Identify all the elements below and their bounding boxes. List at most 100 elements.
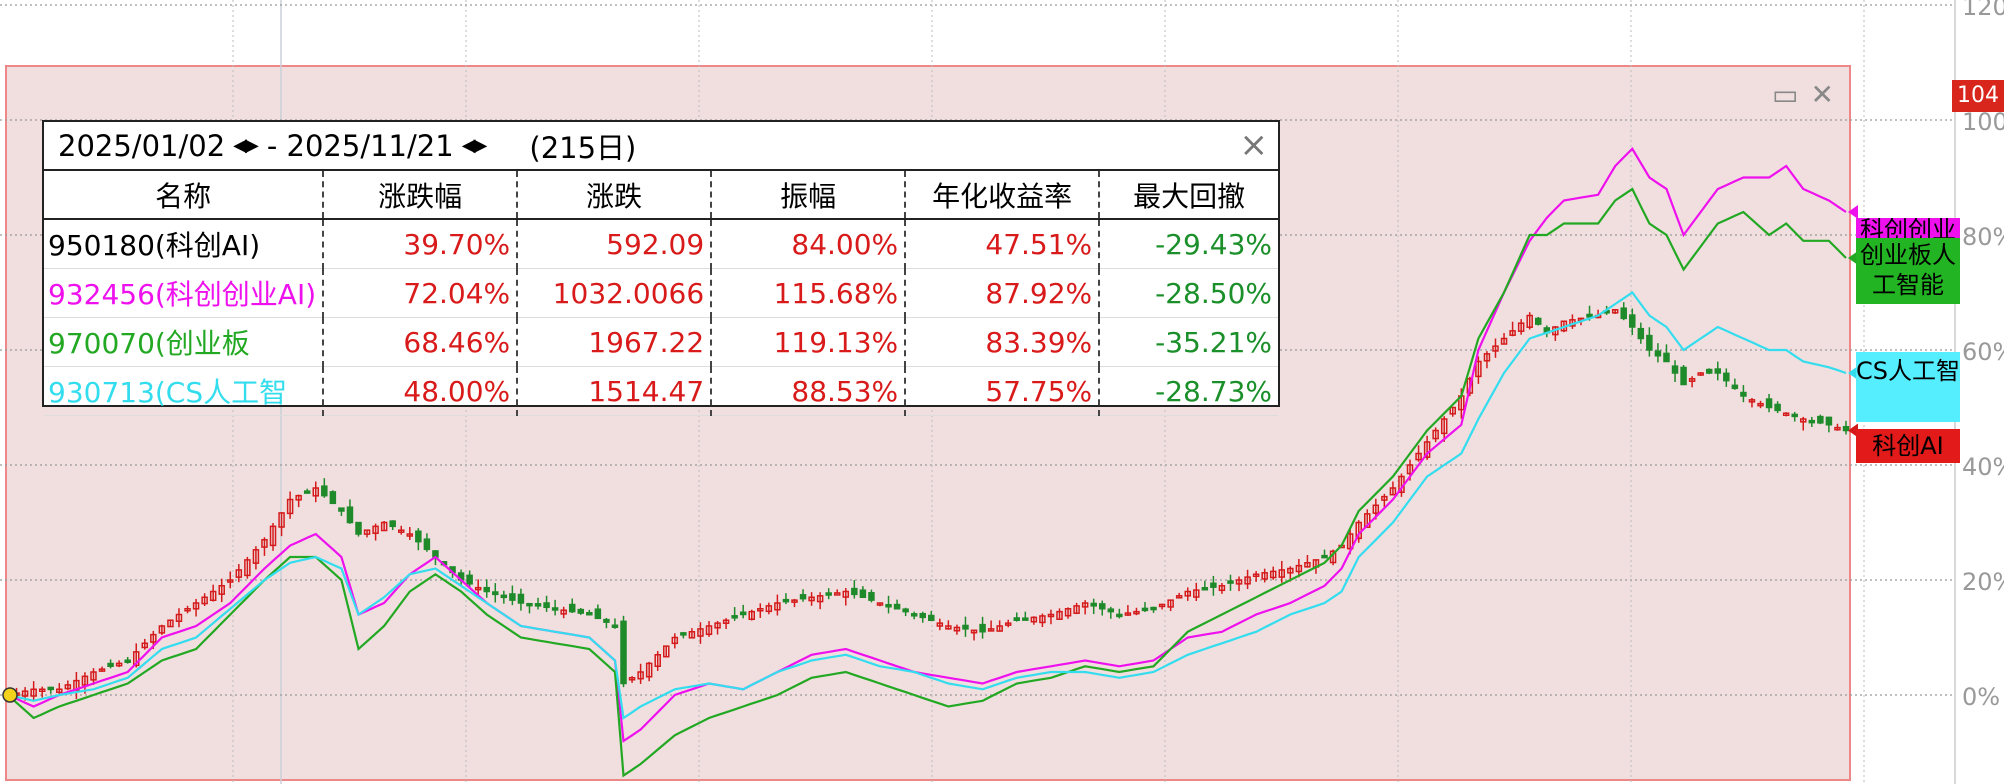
- row-chg: 1967.22: [517, 317, 713, 367]
- candle-body: [269, 525, 277, 547]
- row-mdd: -28.73%: [1099, 366, 1278, 416]
- row-mdd: -35.21%: [1099, 317, 1278, 367]
- candle-body: [714, 622, 721, 629]
- candle-body: [1030, 616, 1038, 623]
- series-line: [7, 290, 1847, 720]
- candle-body: [21, 690, 29, 697]
- candle-body: [363, 529, 371, 535]
- candle-body: [902, 608, 909, 613]
- end-date-arrows[interactable]: ◀▶: [461, 135, 488, 156]
- start-marker: [2, 687, 18, 703]
- candle-body: [1620, 307, 1627, 320]
- candle-body: [765, 605, 773, 613]
- candle-body: [466, 574, 473, 585]
- start-date-arrows[interactable]: ◀▶: [233, 135, 259, 156]
- series-end-marker: [1848, 423, 1858, 438]
- tag-kechuang-ai: 科创AI: [1856, 429, 1960, 463]
- candle-body: [500, 594, 508, 599]
- candle-body: [1167, 599, 1174, 608]
- table-row[interactable]: 950180(科创AI) 39.70% 592.09 84.00% 47.51% -29.…: [44, 219, 1278, 269]
- candle-body: [1705, 368, 1713, 374]
- candle-body: [1834, 426, 1841, 431]
- candle-body: [697, 628, 704, 637]
- candle-body: [1500, 337, 1508, 345]
- candle-body: [1235, 579, 1243, 585]
- candle-body: [586, 611, 593, 616]
- candle-body: [1449, 406, 1457, 415]
- candle-body: [628, 677, 636, 681]
- candle-body: [543, 602, 550, 609]
- candle-body: [1817, 415, 1824, 424]
- candle-body: [1534, 317, 1542, 325]
- candle-body: [1423, 441, 1431, 458]
- candle-body: [1107, 608, 1115, 613]
- candle-body: [671, 636, 679, 645]
- candle-body: [953, 626, 961, 632]
- candle-body: [654, 654, 661, 667]
- start-date[interactable]: 2025/01/02: [58, 128, 226, 163]
- candle-body: [235, 569, 243, 578]
- candle-body: [885, 604, 892, 608]
- row-chg-pct: 72.04%: [323, 268, 519, 318]
- candle-body: [987, 628, 995, 632]
- close-icon[interactable]: ✕: [1810, 78, 1834, 111]
- table-row[interactable]: 932456(科创创业AI) 72.04% 1032.0066 115.68% 87.9…: [44, 268, 1278, 318]
- row-amp: 115.68%: [711, 268, 907, 318]
- candle-body: [261, 539, 268, 548]
- candle-body: [1252, 573, 1260, 577]
- candle-body: [209, 590, 217, 602]
- candle-body: [30, 688, 37, 697]
- col-annual: 年化收益率: [905, 171, 1101, 220]
- current-value-tag: 104: [1952, 80, 2004, 112]
- candle-body: [1723, 372, 1730, 382]
- candle-body: [910, 613, 918, 617]
- end-date[interactable]: 2025/11/21: [286, 128, 454, 163]
- candle-body: [774, 602, 781, 611]
- candle-body: [184, 608, 191, 612]
- candle-body: [893, 603, 901, 610]
- close-icon[interactable]: ×: [1239, 125, 1269, 165]
- candle-body: [1278, 569, 1286, 578]
- candle-body: [90, 671, 97, 681]
- candle-body: [705, 625, 713, 636]
- candle-body: [876, 602, 884, 606]
- candle-body: [1757, 402, 1764, 407]
- candle-body: [663, 645, 670, 658]
- candle-body: [851, 587, 858, 596]
- candle-body: [389, 520, 396, 528]
- series-line: [7, 147, 1847, 743]
- candle-body: [1611, 309, 1619, 314]
- candle-body: [928, 614, 935, 622]
- candle-body: [338, 507, 345, 512]
- candle-body: [526, 602, 533, 607]
- candle-body: [1517, 322, 1525, 332]
- candle-body: [816, 595, 824, 603]
- candle-body: [1774, 403, 1781, 412]
- col-chg: 涨跌: [517, 171, 713, 220]
- row-annual: 83.39%: [905, 317, 1101, 367]
- candle-body: [1150, 606, 1157, 611]
- candle-body: [1680, 366, 1687, 386]
- candle-body: [1671, 365, 1679, 374]
- candle-body: [603, 618, 610, 623]
- maximize-icon[interactable]: ▭: [1772, 78, 1799, 111]
- y-tick-labels: 0% 20% 40% 60% 80% 100% 120%: [1962, 0, 2004, 711]
- candle-body: [1244, 576, 1251, 585]
- start-markers: [2, 205, 1858, 703]
- candle-body: [1381, 495, 1388, 501]
- row-name: 930713(CS人工智: [44, 366, 325, 416]
- candle-body: [278, 512, 285, 528]
- candle-body: [1731, 384, 1739, 390]
- candle-body: [970, 629, 978, 634]
- candle-body: [1321, 554, 1328, 559]
- table-row[interactable]: 930713(CS人工智 48.00% 1514.47 88.53% 57.75% -28…: [44, 366, 1278, 416]
- candle-body: [227, 579, 234, 583]
- candle-body: [1825, 416, 1833, 426]
- candle-body: [158, 625, 166, 634]
- y-tick-label: 40%: [1962, 453, 2004, 481]
- table-row[interactable]: 970070(创业板 68.46% 1967.22 119.13% 83.39% -35.…: [44, 317, 1278, 367]
- y-tick-label: 20%: [1962, 568, 2004, 596]
- candle-body: [1740, 391, 1747, 397]
- tag-cs-ai: CS人工智: [1856, 352, 1960, 422]
- pane-controls: ▭ ✕: [1772, 78, 1846, 111]
